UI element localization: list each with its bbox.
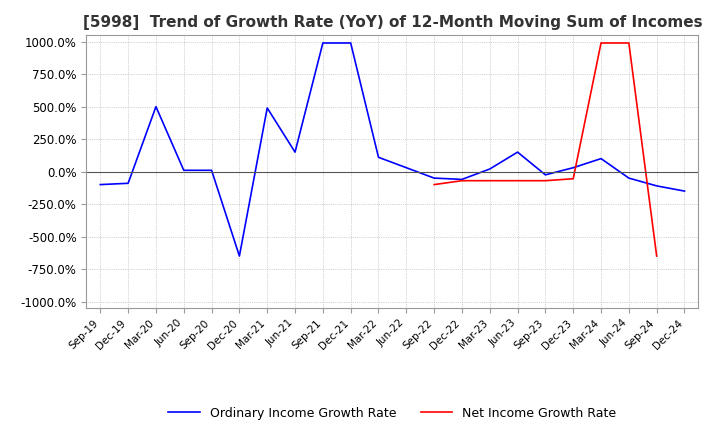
Ordinary Income Growth Rate [513, 150, 522, 155]
Ordinary Income Growth Rate [597, 156, 606, 161]
Ordinary Income Growth Rate [624, 176, 633, 181]
Net Income Growth Rate [652, 253, 661, 259]
Ordinary Income Growth Rate [652, 183, 661, 188]
Ordinary Income Growth Rate [346, 40, 355, 46]
Ordinary Income Growth Rate [207, 168, 216, 173]
Ordinary Income Growth Rate [124, 181, 132, 186]
Ordinary Income Growth Rate [318, 40, 327, 46]
Ordinary Income Growth Rate [96, 182, 104, 187]
Ordinary Income Growth Rate [291, 150, 300, 155]
Ordinary Income Growth Rate [152, 104, 161, 109]
Legend: Ordinary Income Growth Rate, Net Income Growth Rate: Ordinary Income Growth Rate, Net Income … [163, 402, 621, 425]
Ordinary Income Growth Rate [179, 168, 188, 173]
Ordinary Income Growth Rate [235, 253, 243, 259]
Net Income Growth Rate [513, 178, 522, 183]
Ordinary Income Growth Rate [263, 105, 271, 110]
Line: Ordinary Income Growth Rate: Ordinary Income Growth Rate [100, 43, 685, 256]
Net Income Growth Rate [624, 40, 633, 46]
Ordinary Income Growth Rate [430, 176, 438, 181]
Net Income Growth Rate [541, 178, 550, 183]
Ordinary Income Growth Rate [402, 165, 410, 170]
Ordinary Income Growth Rate [374, 155, 383, 160]
Ordinary Income Growth Rate [485, 166, 494, 172]
Net Income Growth Rate [458, 178, 467, 183]
Net Income Growth Rate [569, 176, 577, 181]
Ordinary Income Growth Rate [458, 177, 467, 182]
Net Income Growth Rate [597, 40, 606, 46]
Title: [5998]  Trend of Growth Rate (YoY) of 12-Month Moving Sum of Incomes: [5998] Trend of Growth Rate (YoY) of 12-… [83, 15, 702, 30]
Ordinary Income Growth Rate [680, 188, 689, 194]
Line: Net Income Growth Rate: Net Income Growth Rate [434, 43, 657, 256]
Ordinary Income Growth Rate [569, 165, 577, 170]
Net Income Growth Rate [485, 178, 494, 183]
Ordinary Income Growth Rate [541, 172, 550, 177]
Net Income Growth Rate [430, 182, 438, 187]
